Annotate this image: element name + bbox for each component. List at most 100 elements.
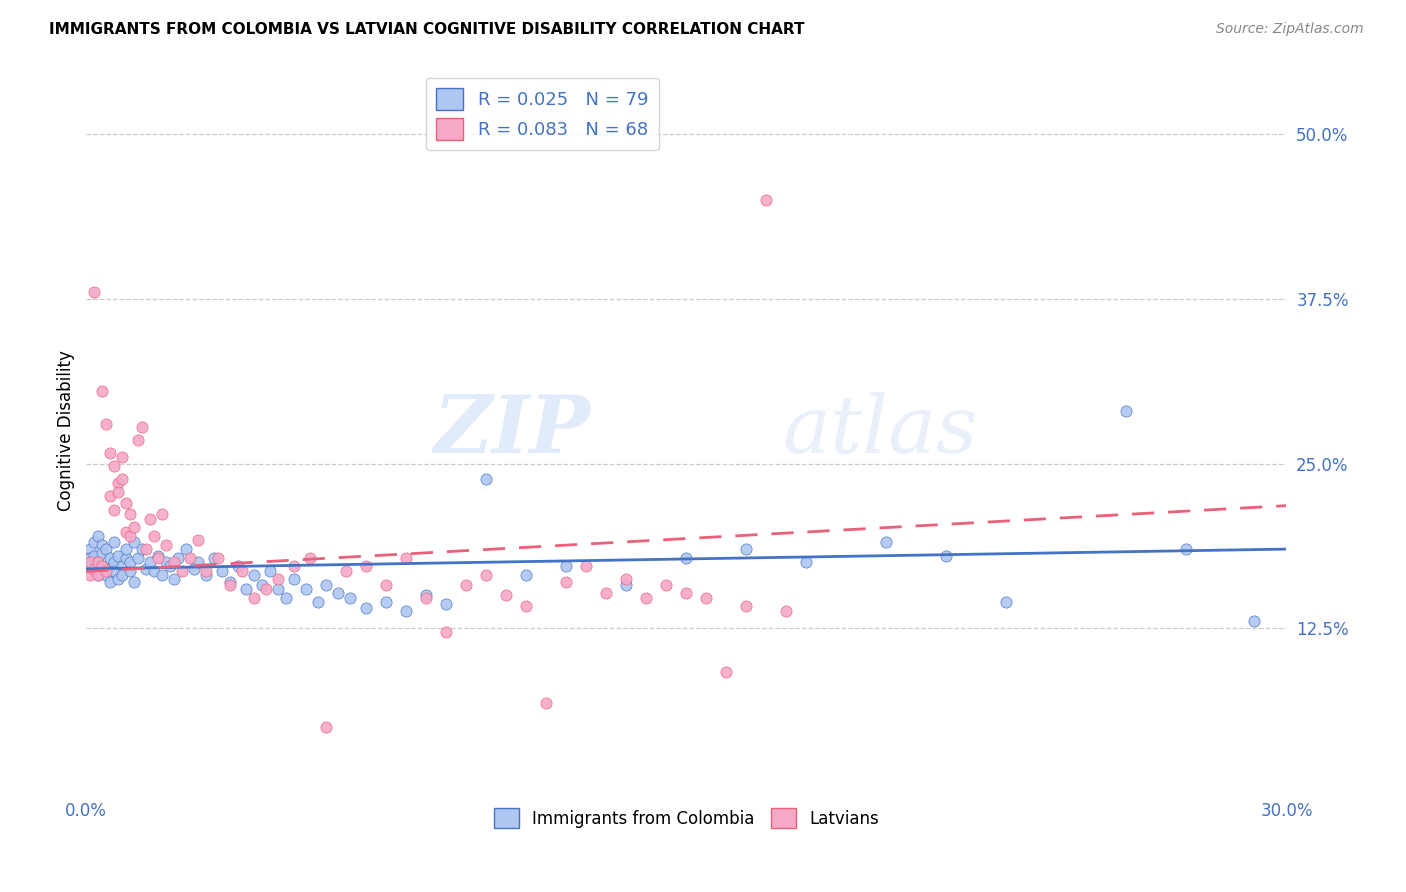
Point — [183, 562, 205, 576]
Point — [148, 551, 170, 566]
Point — [131, 419, 153, 434]
Point — [120, 507, 142, 521]
Point — [335, 565, 357, 579]
Point — [111, 450, 134, 464]
Point — [107, 476, 129, 491]
Point — [755, 193, 778, 207]
Point — [83, 549, 105, 563]
Point — [315, 720, 337, 734]
Point — [187, 555, 209, 569]
Point — [356, 601, 378, 615]
Point — [139, 555, 162, 569]
Point — [295, 582, 318, 596]
Point — [96, 417, 118, 431]
Point — [307, 595, 329, 609]
Legend: Immigrants from Colombia, Latvians: Immigrants from Colombia, Latvians — [486, 801, 886, 835]
Point — [98, 551, 121, 566]
Point — [135, 562, 157, 576]
Point — [243, 568, 266, 582]
Point — [96, 542, 118, 557]
Point — [87, 568, 110, 582]
Point — [91, 538, 114, 552]
Point — [127, 433, 149, 447]
Point — [103, 555, 125, 569]
Point — [415, 588, 437, 602]
Point — [536, 696, 558, 710]
Point — [107, 549, 129, 563]
Point — [155, 555, 177, 569]
Point — [219, 577, 242, 591]
Point — [79, 568, 101, 582]
Point — [98, 574, 121, 589]
Point — [796, 555, 818, 569]
Point — [83, 565, 105, 579]
Point — [299, 551, 322, 566]
Point — [83, 562, 105, 576]
Text: atlas: atlas — [782, 392, 977, 469]
Point — [107, 485, 129, 500]
Point — [111, 568, 134, 582]
Point — [148, 549, 170, 563]
Point — [575, 559, 598, 574]
Point — [115, 496, 138, 510]
Point — [935, 549, 957, 563]
Point — [150, 568, 173, 582]
Point — [115, 542, 138, 557]
Point — [124, 574, 146, 589]
Point — [107, 573, 129, 587]
Point — [155, 538, 177, 552]
Point — [555, 559, 578, 574]
Point — [415, 591, 437, 605]
Point — [103, 459, 125, 474]
Point — [143, 529, 166, 543]
Point — [115, 524, 138, 539]
Point — [91, 384, 114, 398]
Point — [87, 568, 110, 582]
Point — [79, 542, 101, 557]
Point — [555, 574, 578, 589]
Point — [456, 577, 478, 591]
Point — [79, 559, 101, 574]
Point — [195, 565, 218, 579]
Point — [395, 551, 418, 566]
Point — [131, 542, 153, 557]
Point — [675, 551, 697, 566]
Point — [103, 502, 125, 516]
Y-axis label: Cognitive Disability: Cognitive Disability — [58, 351, 75, 511]
Point — [735, 542, 758, 557]
Point — [111, 559, 134, 574]
Point — [475, 568, 498, 582]
Point — [1115, 404, 1137, 418]
Point — [202, 551, 225, 566]
Point — [735, 599, 758, 613]
Point — [163, 573, 186, 587]
Point — [96, 565, 118, 579]
Point — [176, 542, 198, 557]
Point — [124, 519, 146, 533]
Point — [875, 535, 897, 549]
Point — [434, 598, 457, 612]
Point — [111, 472, 134, 486]
Point — [259, 565, 281, 579]
Point — [375, 595, 398, 609]
Point — [167, 551, 190, 566]
Text: Source: ZipAtlas.com: Source: ZipAtlas.com — [1216, 22, 1364, 37]
Point — [226, 559, 249, 574]
Point — [187, 533, 209, 547]
Point — [775, 604, 797, 618]
Point — [120, 529, 142, 543]
Point — [235, 582, 257, 596]
Point — [150, 507, 173, 521]
Point — [356, 559, 378, 574]
Point — [91, 546, 114, 560]
Point — [231, 565, 253, 579]
Point — [595, 585, 617, 599]
Point — [515, 568, 537, 582]
Point — [219, 574, 242, 589]
Point — [339, 591, 361, 605]
Point — [87, 555, 110, 569]
Point — [96, 568, 118, 582]
Point — [211, 565, 233, 579]
Point — [79, 555, 101, 569]
Point — [91, 559, 114, 574]
